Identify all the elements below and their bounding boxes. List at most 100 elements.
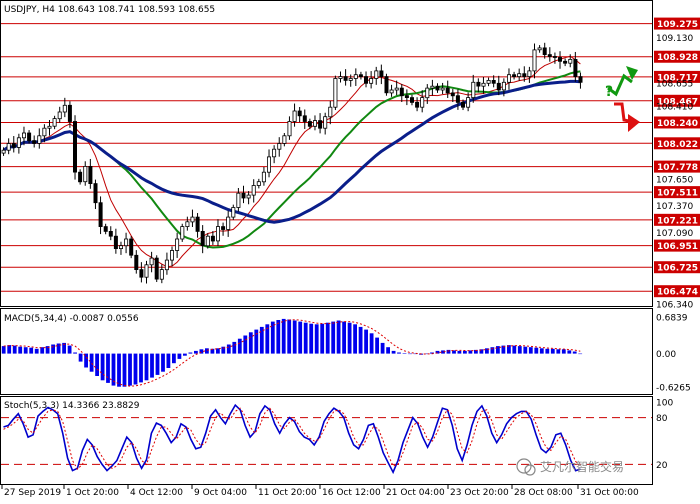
macd-bar xyxy=(408,353,412,355)
macd-bar xyxy=(528,347,533,354)
candle-body xyxy=(537,47,542,51)
macd-bar xyxy=(391,350,396,354)
candle-body xyxy=(466,97,471,108)
macd-bar xyxy=(507,345,511,354)
macd-bar xyxy=(567,350,572,354)
macd-bar xyxy=(496,346,500,354)
macd-bar xyxy=(216,348,220,354)
candle-body xyxy=(169,250,174,261)
price-plot xyxy=(1,23,652,292)
price-tag-label: 106.725 xyxy=(657,264,698,274)
candle-body xyxy=(190,216,195,223)
macd-bar xyxy=(183,353,187,356)
price-tag-label: 107.778 xyxy=(657,163,698,173)
macd-bar xyxy=(210,348,215,354)
candle-body xyxy=(200,230,205,247)
candle-body xyxy=(506,74,511,83)
candle-body xyxy=(210,235,215,242)
macd-bar xyxy=(133,353,138,385)
price-tag-label: 106.474 xyxy=(657,288,698,298)
candle-body xyxy=(21,132,26,139)
price-tag-label: 108.717 xyxy=(657,73,698,83)
candle-body xyxy=(195,216,200,232)
macd-bar xyxy=(452,350,456,354)
candle-body xyxy=(164,259,169,271)
candle-body xyxy=(471,81,476,99)
stoch-plot xyxy=(1,403,652,475)
macd-bar xyxy=(347,322,352,354)
macd-bar xyxy=(51,344,55,354)
macd-bar xyxy=(501,345,506,354)
macd-bar xyxy=(161,353,165,372)
macd-bar xyxy=(128,353,132,386)
price-tag-bg xyxy=(654,186,700,199)
time-tick-label: 4 Oct 12:00 xyxy=(130,488,183,498)
candle-body xyxy=(394,87,399,91)
macd-bar xyxy=(364,329,368,354)
candle-body xyxy=(215,226,220,242)
stoch-tick-label: 100 xyxy=(656,399,673,409)
candle-body xyxy=(323,116,328,129)
macd-bar xyxy=(1,346,6,354)
candle-body xyxy=(73,121,78,173)
macd-bar xyxy=(122,353,127,387)
macd-bar xyxy=(100,353,105,381)
candle-body xyxy=(496,82,501,91)
price-tag-bg xyxy=(654,50,700,63)
macd-bar xyxy=(172,353,176,364)
candle-body xyxy=(159,269,164,280)
candle-body xyxy=(83,165,88,183)
macd-bar xyxy=(463,350,467,354)
candle-body xyxy=(37,135,42,144)
candle-body xyxy=(552,56,557,58)
macd-bar xyxy=(144,353,149,381)
candle-body xyxy=(517,73,522,77)
macd-bar xyxy=(78,353,83,362)
macd-bar xyxy=(40,347,45,354)
macd-bar xyxy=(205,348,209,354)
candle-body xyxy=(374,70,379,79)
time-tick-label: 11 Oct 20:00 xyxy=(258,488,317,498)
macd-bar xyxy=(474,349,478,354)
price-tag-label: 108.022 xyxy=(657,140,698,150)
candle-body xyxy=(124,238,129,247)
macd-bar xyxy=(166,353,171,368)
macd-bar xyxy=(534,347,539,354)
candle-body xyxy=(501,81,506,91)
time-tick-label: 28 Oct 08:00 xyxy=(514,488,573,498)
macd-bar xyxy=(254,329,259,354)
candle-body xyxy=(522,73,527,77)
candle-body xyxy=(348,78,353,81)
macd-bar xyxy=(292,320,297,354)
candle-body xyxy=(78,171,83,183)
macd-bar xyxy=(479,349,484,354)
time-tick-label: 31 Oct 00:00 xyxy=(580,488,639,498)
candle-body xyxy=(578,76,583,83)
price-tag-bg xyxy=(654,160,700,173)
candle-body xyxy=(435,85,440,91)
macd-bar xyxy=(413,353,418,355)
price-tag-label: 107.221 xyxy=(657,216,698,226)
macd-bar xyxy=(139,353,143,383)
price-tick-label: 107.370 xyxy=(656,202,693,212)
candle-body xyxy=(287,121,292,137)
macd-bar xyxy=(111,353,116,386)
macd-bar xyxy=(539,348,544,354)
macd-bar xyxy=(386,347,390,354)
candle-body xyxy=(6,143,11,151)
candle-body xyxy=(399,87,404,97)
macd-bar xyxy=(276,320,281,354)
macd-bar xyxy=(336,320,341,354)
candle-body xyxy=(460,102,465,108)
price-chart-header: USDJPY, H4 108.643 108.741 108.593 108.6… xyxy=(4,5,215,15)
candle-body xyxy=(318,120,323,129)
candle-body xyxy=(88,165,93,184)
price-tick-label: 107.650 xyxy=(656,175,693,185)
candle-body xyxy=(409,97,414,103)
time-tick-label: 9 Oct 04:00 xyxy=(194,488,247,498)
macd-bar xyxy=(512,345,517,354)
price-tag-bg xyxy=(654,285,700,298)
candle-body xyxy=(180,226,185,240)
macd-bar xyxy=(7,345,12,354)
candle-body xyxy=(547,54,552,57)
